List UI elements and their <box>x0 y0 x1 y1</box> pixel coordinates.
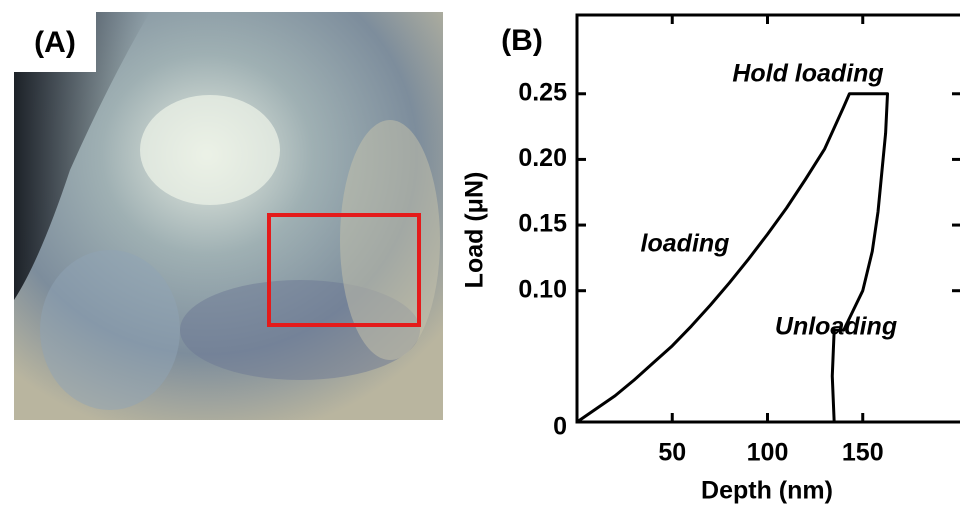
y-tick-label: 0 <box>553 413 567 441</box>
y-axis-label: Load (μN) <box>461 172 489 289</box>
annotation: Unloading <box>775 313 897 341</box>
panel-label: (B) <box>501 24 543 57</box>
plot-frame <box>575 13 960 424</box>
micrograph <box>14 12 443 420</box>
x-tick-label: 50 <box>658 439 686 467</box>
x-tick-label: 100 <box>747 439 789 467</box>
x-axis-label: Depth (nm) <box>701 477 833 505</box>
y-tick-label: 0.20 <box>518 144 567 172</box>
y-tick-label: 0.25 <box>518 78 567 106</box>
panel-label: (A) <box>34 26 76 59</box>
load-curve <box>576 92 890 424</box>
y-tick-label: 0.10 <box>518 275 567 303</box>
annotation: loading <box>641 230 730 258</box>
annotation: Hold loading <box>732 60 883 88</box>
x-tick-label: 150 <box>842 439 884 467</box>
y-tick-label: 0.15 <box>518 210 567 238</box>
